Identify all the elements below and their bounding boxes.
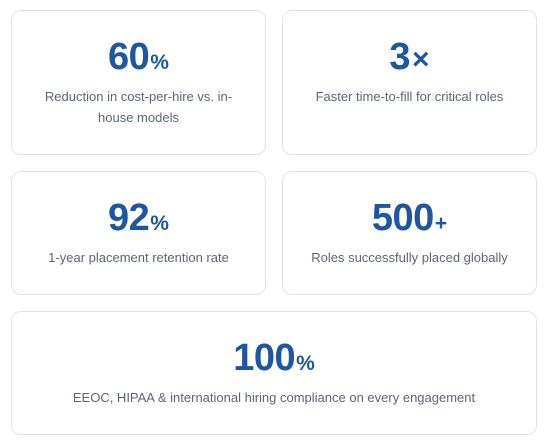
stat-number: 92: [108, 197, 150, 239]
stat-card-retention-rate: 92% 1-year placement retention rate: [11, 171, 266, 295]
stat-description: Faster time-to-fill for critical roles: [315, 89, 504, 104]
stat-suffix: ×: [412, 43, 430, 76]
stat-value: 60%: [12, 35, 265, 79]
stat-card-time-to-fill: 3× Faster time-to-fill for critical role…: [282, 10, 537, 155]
stat-suffix: %: [150, 212, 169, 235]
stat-description: EEOC, HIPAA & international hiring compl…: [72, 390, 476, 405]
stat-value: 500+: [283, 196, 536, 240]
stat-number: 3: [389, 36, 411, 78]
stat-number: 500: [371, 197, 434, 239]
stat-value: 3×: [283, 35, 536, 79]
stat-suffix: %: [150, 51, 169, 74]
stat-number: 60: [108, 36, 150, 78]
stat-value: 92%: [12, 196, 265, 240]
stat-number: 100: [233, 337, 296, 379]
stat-card-compliance: 100% EEOC, HIPAA & international hiring …: [11, 311, 537, 435]
stat-suffix: %: [296, 352, 315, 375]
stat-value: 100%: [12, 336, 536, 380]
stat-suffix: +: [434, 212, 448, 235]
stat-card-roles-placed: 500+ Roles successfully placed globally: [282, 171, 537, 295]
stat-description: 1-year placement retention rate: [48, 250, 229, 265]
stat-description: Roles successfully placed globally: [311, 250, 508, 265]
stat-card-cost-reduction: 60% Reduction in cost-per-hire vs. in-ho…: [11, 10, 266, 155]
stat-description: Reduction in cost-per-hire vs. in-house …: [44, 89, 233, 125]
